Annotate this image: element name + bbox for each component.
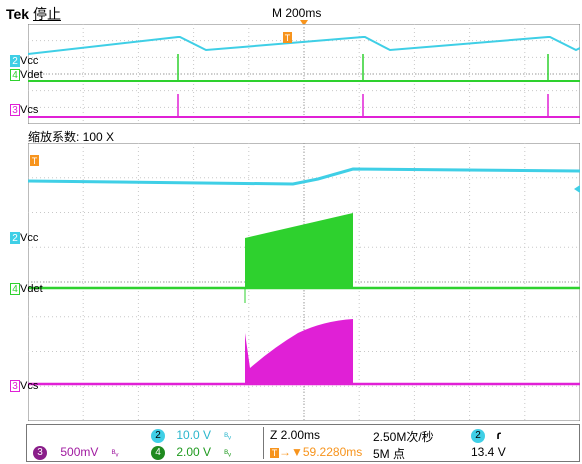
overview-ch2-trace (28, 36, 580, 55)
zoom-ch2-trace (28, 167, 580, 186)
sample-rate: 2.50M次/秒 (373, 430, 434, 444)
ch2-name: Vcc (20, 232, 39, 244)
header-bar: Tek 停止 (6, 4, 61, 24)
timebase-readout[interactable]: M 200ms (272, 6, 322, 20)
zoom-ch4-burst (245, 213, 353, 288)
ch3-badge: 3 (10, 380, 20, 393)
ch2-badge: 2 (10, 232, 20, 245)
ch3-name: Vcs (20, 104, 39, 116)
status-divider (263, 427, 264, 459)
zoom-factor-label: 缩放系数: 100 X (28, 130, 115, 144)
ch3-scale: 500mV (60, 445, 99, 459)
status-bar: 3 500mV ᴮᵥ 2 10.0 V ᴮᵥ 4 2.00 V ᴮᵥ Z 2.0… (26, 424, 580, 462)
ch4-bw-icon: ᴮᵥ (224, 448, 232, 458)
zoom-ch2-label[interactable]: 2 Vcc (10, 232, 39, 245)
overview-trigger-marker-icon (283, 32, 292, 43)
ch2-ref-arrow-icon (574, 185, 580, 193)
overview-traces (28, 36, 580, 118)
ch2-status-badge: 2 (151, 428, 165, 443)
ch3-badge: 3 (10, 104, 20, 117)
trigger-source-group[interactable]: 2 ɾ (471, 428, 501, 443)
zoom-graticule[interactable]: T (28, 143, 580, 421)
brand-logo: Tek (6, 6, 30, 22)
ch4-scale: 2.00 V (176, 445, 212, 459)
zoom-trigger-marker-label: T (32, 156, 38, 166)
trigger-marker-icon: T (270, 448, 279, 458)
overview-ch3-label[interactable]: 3 Vcs (10, 104, 39, 117)
ch4-badge: 4 (10, 283, 20, 296)
overview-ch2-label[interactable]: 2 Vcc (10, 55, 39, 68)
trigger-channel-badge: 2 (471, 428, 485, 443)
ch3-status-badge: 3 (33, 445, 47, 460)
ch4-name: Vdet (20, 69, 43, 81)
ch4-name: Vdet (20, 283, 43, 295)
zoom-traces (28, 167, 580, 386)
ch3-name: Vcs (20, 380, 39, 392)
run-state: 停止 (32, 6, 61, 22)
trigger-level: 13.4 V (471, 445, 506, 459)
overview-graticule[interactable]: T (28, 24, 580, 124)
ch2-scale: 10.0 V (176, 428, 212, 442)
ch2-name: Vcc (20, 55, 39, 67)
ch3-scale-group[interactable]: 3 500mV ᴮᵥ (33, 445, 118, 460)
overview-grid (28, 24, 580, 124)
ch2-scale-group[interactable]: 2 10.0 V ᴮᵥ (151, 428, 231, 443)
overview-ch4-label[interactable]: 4 Vdet (10, 69, 43, 82)
ch3-bw-icon: ᴮᵥ (111, 448, 119, 458)
trigger-position: →▼59.2280ms (279, 445, 363, 459)
ch4-status-badge: 4 (151, 445, 165, 460)
ch4-badge: 4 (10, 69, 20, 82)
trigger-position-arrow-icon (300, 20, 308, 26)
zoom-time-readout[interactable]: Z 2.00ms (270, 428, 321, 442)
overview-trigger-marker-label: T (285, 33, 291, 43)
ch2-bw-icon: ᴮᵥ (224, 431, 232, 441)
trigger-position-readout[interactable]: T →▼59.2280ms (270, 445, 362, 459)
zoom-ch3-burst (245, 319, 353, 384)
rising-edge-icon: ɾ (496, 428, 502, 442)
zoom-trigger-marker-icon (30, 155, 39, 166)
ch4-scale-group[interactable]: 4 2.00 V ᴮᵥ (151, 445, 231, 460)
zoom-ch4-label[interactable]: 4 Vdet (10, 283, 43, 296)
ch2-badge: 2 (10, 55, 20, 68)
record-length: 5M 点 (373, 447, 406, 461)
zoom-ch3-label[interactable]: 3 Vcs (10, 380, 39, 393)
